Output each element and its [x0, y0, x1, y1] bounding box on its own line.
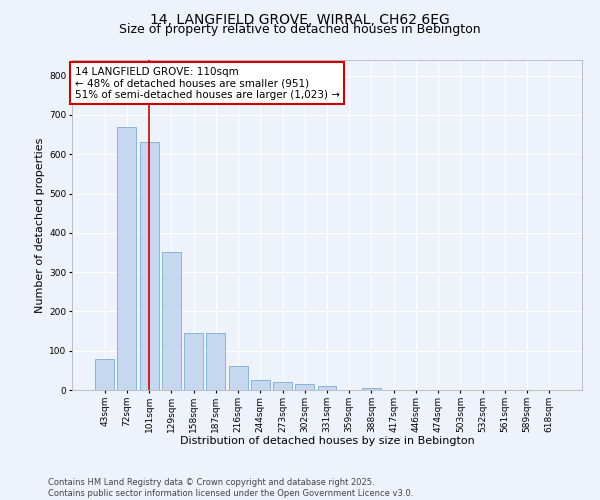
Bar	[162, 252, 181, 390]
X-axis label: Distribution of detached houses by size in Bebington: Distribution of detached houses by size …	[179, 436, 475, 446]
Bar	[317, 386, 337, 390]
Text: Contains HM Land Registry data © Crown copyright and database right 2025.
Contai: Contains HM Land Registry data © Crown c…	[48, 478, 413, 498]
Bar	[206, 333, 225, 390]
Bar	[251, 380, 270, 390]
Text: 14, LANGFIELD GROVE, WIRRAL, CH62 6EG: 14, LANGFIELD GROVE, WIRRAL, CH62 6EG	[150, 12, 450, 26]
Y-axis label: Number of detached properties: Number of detached properties	[35, 138, 45, 312]
Bar	[140, 142, 158, 390]
Bar	[229, 366, 248, 390]
Bar	[295, 384, 314, 390]
Bar	[362, 388, 381, 390]
Bar	[118, 127, 136, 390]
Bar	[273, 382, 292, 390]
Text: Size of property relative to detached houses in Bebington: Size of property relative to detached ho…	[119, 22, 481, 36]
Bar	[95, 358, 114, 390]
Text: 14 LANGFIELD GROVE: 110sqm
← 48% of detached houses are smaller (951)
51% of sem: 14 LANGFIELD GROVE: 110sqm ← 48% of deta…	[74, 66, 340, 100]
Bar	[184, 333, 203, 390]
